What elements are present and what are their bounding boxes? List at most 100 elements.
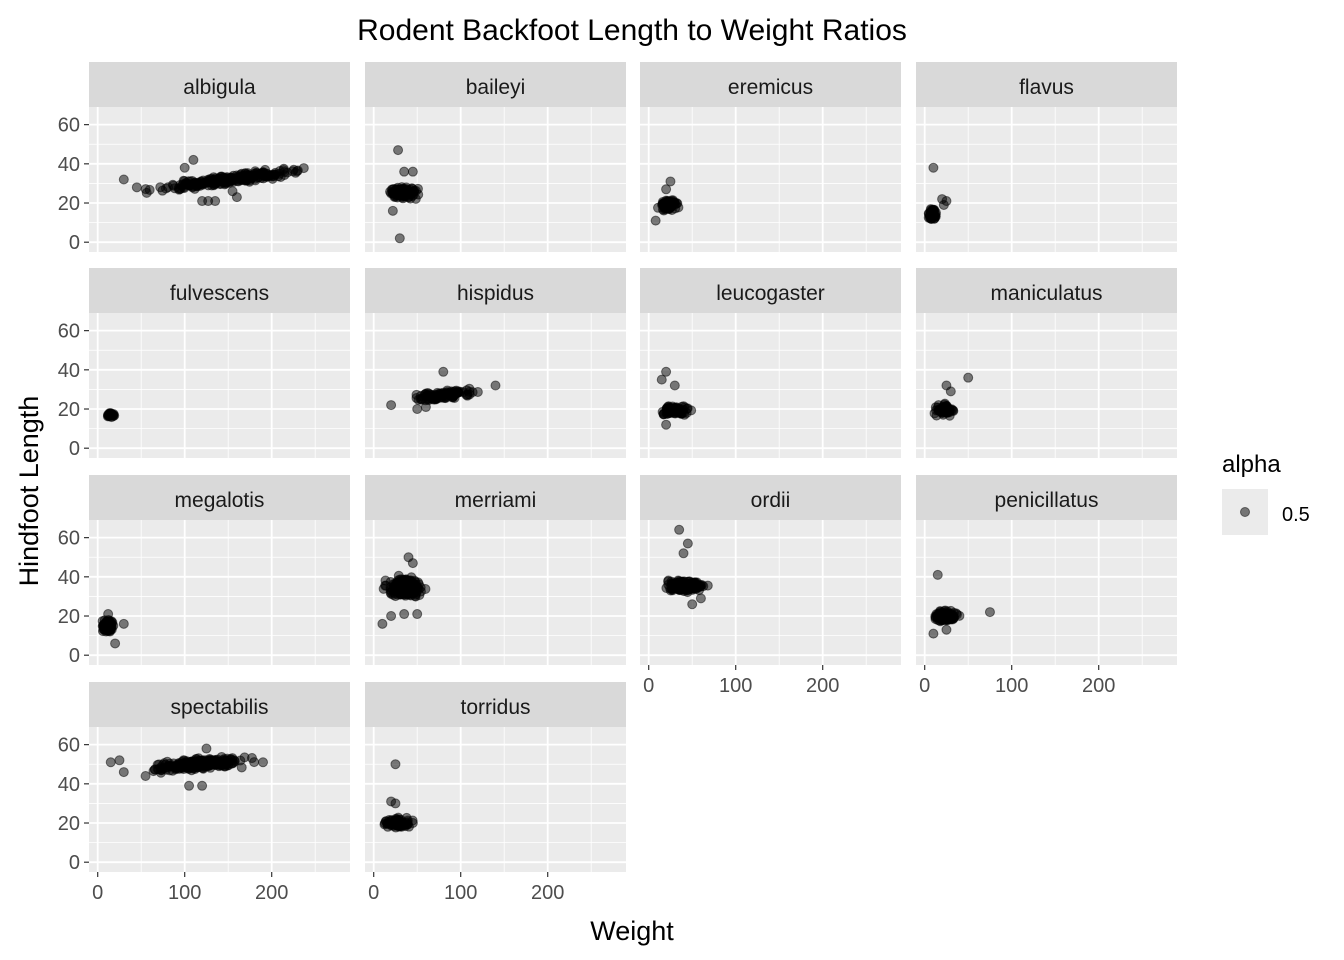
y-tick-label: 60 bbox=[58, 321, 80, 343]
y-tick-label: 0 bbox=[69, 232, 80, 254]
facet-strip bbox=[365, 62, 626, 107]
data-point bbox=[212, 754, 223, 765]
facet-strip-label: eremicus bbox=[728, 76, 813, 99]
data-point bbox=[201, 761, 212, 772]
data-point bbox=[240, 175, 251, 186]
data-points bbox=[97, 609, 129, 649]
data-points bbox=[105, 743, 268, 791]
facet-panel-megalotis: megalotis 0 20 40 60 bbox=[58, 475, 350, 667]
facet-strip-label: penicillatus bbox=[995, 489, 1099, 512]
panel-background bbox=[916, 107, 1177, 252]
data-point bbox=[178, 761, 189, 772]
panels: albigula 0 20 40 60 baileyi eremicus flavus fulv… bbox=[58, 62, 1177, 904]
data-point bbox=[140, 770, 151, 781]
data-point bbox=[695, 593, 706, 604]
data-point bbox=[665, 404, 676, 415]
data-point bbox=[945, 386, 956, 397]
data-point bbox=[228, 757, 239, 768]
data-point bbox=[399, 166, 410, 177]
panel-background bbox=[365, 107, 626, 252]
facet-panel-leucogaster: leucogaster bbox=[640, 268, 901, 458]
data-point bbox=[389, 588, 400, 599]
panel-background bbox=[89, 313, 350, 458]
data-point bbox=[390, 759, 401, 770]
legend: alpha 0.5 bbox=[1222, 451, 1310, 535]
facet-panel-albigula: albigula 0 20 40 60 bbox=[58, 62, 350, 254]
data-point bbox=[693, 581, 704, 592]
x-tick-label: 200 bbox=[255, 882, 288, 904]
x-tick-label: 100 bbox=[995, 675, 1028, 697]
facet-strip-label: flavus bbox=[1019, 76, 1074, 99]
data-point bbox=[420, 402, 431, 413]
data-point bbox=[208, 176, 219, 187]
data-point bbox=[407, 818, 418, 829]
facet-strip-label: maniculatus bbox=[990, 282, 1102, 305]
facet-panel-ordii: ordii 0 100 200 bbox=[640, 475, 901, 697]
data-point bbox=[227, 186, 238, 197]
facet-strip-label: ordii bbox=[751, 489, 791, 512]
facet-panel-baileyi: baileyi bbox=[365, 62, 626, 252]
y-tick-label: 20 bbox=[58, 813, 80, 835]
data-point bbox=[404, 584, 415, 595]
data-points bbox=[656, 366, 697, 430]
data-point bbox=[662, 199, 673, 210]
data-point bbox=[656, 374, 667, 385]
y-tick-label: 20 bbox=[58, 606, 80, 628]
data-point bbox=[932, 569, 943, 580]
x-tick-label: 200 bbox=[806, 675, 839, 697]
data-point bbox=[928, 162, 939, 173]
data-point bbox=[687, 599, 698, 610]
data-point bbox=[938, 199, 949, 210]
data-points bbox=[386, 366, 501, 415]
facet-panel-hispidus: hispidus bbox=[365, 268, 626, 458]
chart-title: Rodent Backfoot Length to Weight Ratios bbox=[357, 14, 907, 47]
data-point bbox=[437, 390, 448, 401]
data-point bbox=[928, 628, 939, 639]
facet-panel-maniculatus: maniculatus bbox=[916, 268, 1177, 458]
y-tick-label: 40 bbox=[58, 360, 80, 382]
facet-strip bbox=[916, 62, 1177, 107]
data-point bbox=[674, 524, 685, 535]
facet-strip bbox=[365, 475, 626, 520]
data-point bbox=[382, 818, 393, 829]
data-point bbox=[160, 183, 171, 194]
data-point bbox=[661, 419, 672, 430]
data-point bbox=[188, 154, 199, 165]
data-point bbox=[387, 205, 398, 216]
data-point bbox=[288, 164, 299, 175]
facet-strip-label: leucogaster bbox=[716, 282, 825, 305]
facet-strip bbox=[640, 268, 901, 313]
data-point bbox=[658, 409, 669, 420]
data-point bbox=[258, 757, 268, 768]
facet-panel-eremicus: eremicus bbox=[640, 62, 901, 252]
data-point bbox=[678, 580, 689, 591]
data-point bbox=[963, 372, 974, 383]
x-tick-label: 0 bbox=[92, 882, 103, 904]
x-axis-label: Weight bbox=[590, 916, 674, 946]
data-point bbox=[399, 609, 410, 620]
data-point bbox=[671, 198, 682, 209]
y-axis-label: Hindfoot Length bbox=[14, 396, 44, 587]
data-point bbox=[188, 761, 199, 772]
data-points bbox=[928, 569, 995, 639]
facet-strip bbox=[916, 268, 1177, 313]
data-points bbox=[377, 552, 431, 629]
data-point bbox=[249, 757, 260, 768]
data-point bbox=[221, 172, 232, 183]
data-point bbox=[114, 755, 125, 766]
data-point bbox=[650, 215, 661, 226]
data-point bbox=[118, 767, 129, 778]
facet-strip-label: megalotis bbox=[175, 489, 265, 512]
data-point bbox=[179, 162, 190, 173]
facet-strip-label: hispidus bbox=[457, 282, 534, 305]
data-points bbox=[102, 408, 120, 423]
panel-background bbox=[89, 520, 350, 665]
facet-strip bbox=[89, 682, 350, 727]
data-points bbox=[385, 145, 424, 244]
data-point bbox=[390, 798, 401, 809]
x-tick-label: 0 bbox=[368, 882, 379, 904]
x-tick-label: 100 bbox=[168, 882, 201, 904]
data-point bbox=[667, 585, 678, 596]
facet-panel-flavus: flavus bbox=[916, 62, 1177, 252]
data-points bbox=[923, 162, 952, 224]
